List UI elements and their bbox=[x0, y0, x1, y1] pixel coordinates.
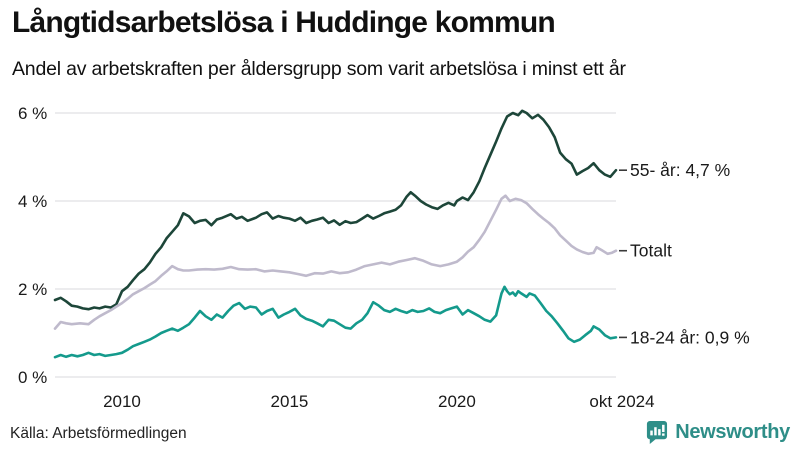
y-tick-label: 4 % bbox=[18, 192, 47, 211]
bar-small bbox=[650, 430, 653, 436]
exclamation-dot bbox=[662, 433, 665, 436]
source-note: Källa: Arbetsförmedlingen bbox=[10, 425, 187, 442]
bar-tall bbox=[654, 427, 657, 436]
line-chart: 0 % 2 % 4 % 6 % 2010 2015 2020 okt 2024 … bbox=[18, 104, 750, 411]
bar-medium bbox=[658, 429, 661, 436]
y-tick-label: 6 % bbox=[18, 104, 47, 123]
page-title: Långtidsarbetslösa i Huddinge kommun bbox=[12, 6, 556, 39]
brand-name: Newsworthy bbox=[675, 420, 790, 443]
series-line-totalt bbox=[53, 194, 618, 330]
x-axis: 2010 2015 2020 okt 2024 bbox=[103, 392, 655, 411]
x-tick-label: okt 2024 bbox=[589, 392, 654, 411]
y-tick-label: 2 % bbox=[18, 280, 47, 299]
series-label-55-plus: 55- år: 4,7 % bbox=[619, 160, 730, 180]
newsworthy-speech-bubble-chart-icon bbox=[647, 420, 668, 444]
gridlines bbox=[55, 112, 616, 378]
brand-logo: Newsworthy bbox=[645, 420, 790, 444]
series-label-text: 18-24 år: 0,9 % bbox=[630, 327, 750, 347]
series-label-totalt: Totalt bbox=[619, 241, 672, 261]
series-label-text: Totalt bbox=[630, 241, 672, 261]
page-subtitle: Andel av arbetskraften per åldersgrupp s… bbox=[12, 58, 626, 80]
exclamation-stem bbox=[662, 424, 665, 432]
y-axis: 0 % 2 % 4 % 6 % bbox=[18, 104, 47, 387]
x-tick-label: 2020 bbox=[438, 392, 476, 411]
x-tick-label: 2010 bbox=[103, 392, 141, 411]
series-line-55-plus bbox=[53, 109, 618, 311]
series-label-text: 55- år: 4,7 % bbox=[630, 160, 730, 180]
y-tick-label: 0 % bbox=[18, 368, 47, 387]
x-tick-label: 2015 bbox=[271, 392, 309, 411]
series-label-18-24: 18-24 år: 0,9 % bbox=[619, 327, 750, 347]
series-line-18-24 bbox=[53, 285, 618, 359]
